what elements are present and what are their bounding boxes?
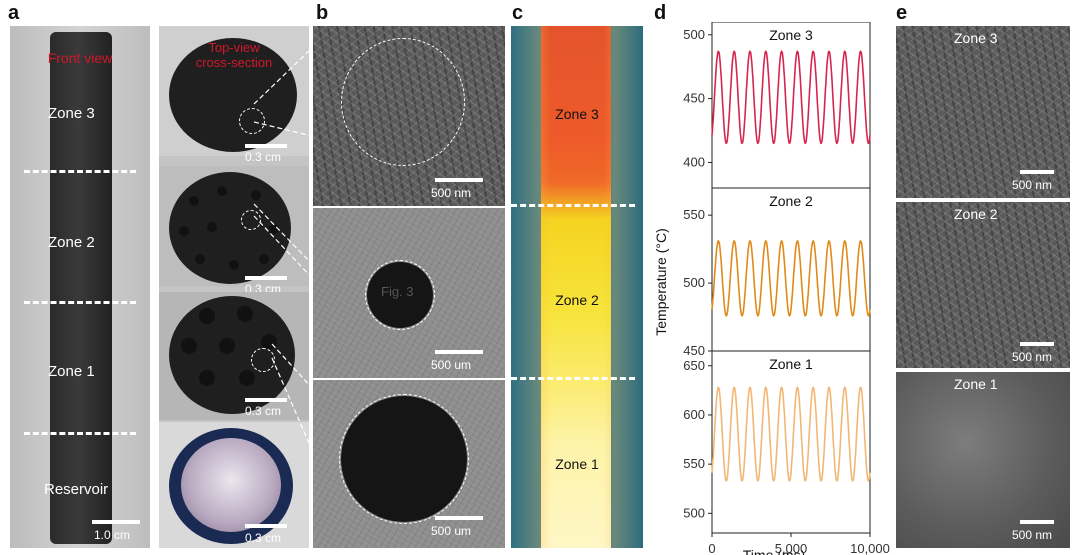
- thermal-zone3-label: Zone 3: [555, 106, 599, 122]
- sem-e-scale-1: 500 nm: [1012, 528, 1053, 542]
- panel-label-d: d: [654, 2, 667, 24]
- subplot-title-2: Zone 2: [769, 193, 813, 209]
- panel-label-c: c: [512, 2, 524, 24]
- sem-e-scale-2: 500 nm: [1012, 350, 1053, 364]
- x-tick-label: 0: [708, 541, 715, 555]
- thermal-divider-3-2: [511, 204, 635, 207]
- x-tick-label: 10,000: [850, 541, 890, 555]
- sem-e-zone1: Zone 1 500 nm: [896, 372, 1070, 548]
- thermal-zone2-label: Zone 2: [555, 292, 599, 308]
- y-tick-label: 550: [683, 456, 705, 471]
- subplot-frame-2: [711, 187, 871, 352]
- subplot-title-1: Zone 3: [769, 27, 813, 43]
- front-view-label: Front view: [47, 50, 113, 66]
- rod-zone1-label: Zone 1: [48, 363, 95, 380]
- zoom-ring-zone3: [239, 108, 265, 134]
- sem-scale-mid: 500 um: [431, 358, 472, 372]
- sem-scale-bot: 500 um: [431, 524, 472, 538]
- y-tick-label: 500: [683, 505, 705, 520]
- sem-zone1: 500 um: [313, 380, 505, 548]
- cross-section-zone3: [169, 38, 297, 152]
- x-tick-label: 5,000: [775, 541, 808, 555]
- y-tick-label: 500: [683, 27, 705, 42]
- cross-section-column: Top-view cross-section 0.3 cm 0.3 cm 0.3…: [159, 26, 309, 548]
- panel-label-b: b: [316, 2, 329, 24]
- rod: [50, 32, 112, 544]
- disk-scale-text-4: 0.3 cm: [245, 531, 282, 545]
- thermal-rod: [541, 26, 611, 548]
- rod-zone3-label: Zone 3: [48, 105, 95, 122]
- y-axis-label: Temperature (°C): [653, 228, 669, 336]
- y-tick-label: 450: [683, 343, 705, 358]
- disk-scale-text-1: 0.3 cm: [245, 150, 282, 164]
- rod-reservoir-label: Reservoir: [44, 481, 109, 498]
- front-view-photo: Front view Zone 3 Zone 2 Zone 1 Reservoi…: [10, 26, 150, 548]
- temperature-chart: Temperature (°C) Time (ms) Zone 3 400 450 5…: [653, 22, 890, 555]
- sem-e-scale-3: 500 nm: [1012, 178, 1053, 192]
- subplot-title-3: Zone 1: [769, 356, 813, 372]
- disk-scale-text-3: 0.3 cm: [245, 404, 282, 418]
- rod-scale-bar: [92, 520, 140, 524]
- y-tick-label: 650: [683, 358, 705, 373]
- fig-ref-label: Fig. 3: [381, 284, 414, 299]
- zoom-ring-zone2: [241, 210, 261, 230]
- sem-e-zone1-label: Zone 1: [954, 376, 998, 392]
- thermal-photo: Zone 3 Zone 2 Zone 1: [511, 26, 643, 548]
- y-tick-label: 500: [683, 275, 705, 290]
- sem-zone2: Fig. 3 500 um: [313, 208, 505, 378]
- rod-scale-text: 1.0 cm: [94, 528, 131, 542]
- sem-e-zone2-label: Zone 2: [954, 206, 998, 222]
- sem-e-zone2: Zone 2 500 nm: [896, 202, 1070, 368]
- series-line-1: [711, 50, 871, 145]
- sem-e-zone3: Zone 3 500 nm: [896, 26, 1070, 198]
- subplot-frame-1: [711, 22, 871, 189]
- panel-label-a: a: [8, 2, 20, 24]
- y-tick-label: 400: [683, 154, 705, 169]
- series-line-2: [711, 239, 871, 317]
- sem-scale-top: 500 nm: [431, 186, 472, 200]
- thermal-divider-2-1: [511, 377, 635, 380]
- sem-e-zone3-label: Zone 3: [954, 30, 998, 46]
- rod-divider-1-res: [24, 432, 136, 435]
- rod-zone2-label: Zone 2: [48, 234, 95, 251]
- zoom-ring-zone1: [251, 348, 275, 372]
- panel-label-e: e: [896, 2, 908, 24]
- x-axis-label: Time (ms): [743, 547, 805, 555]
- y-tick-label: 450: [683, 91, 705, 106]
- rod-divider-3-2: [24, 170, 136, 173]
- zoom-connectors-a: [253, 47, 313, 451]
- y-tick-label: 550: [683, 207, 705, 222]
- rod-divider-2-1: [24, 301, 136, 304]
- y-tick-label: 600: [683, 407, 705, 422]
- subplot-frame-3: [711, 350, 871, 534]
- series-line-3: [711, 386, 871, 482]
- sem-zone3: 500 nm: [313, 26, 505, 206]
- thermal-zone1-label: Zone 1: [555, 456, 599, 472]
- top-view-label: Top-view cross-section: [195, 40, 273, 70]
